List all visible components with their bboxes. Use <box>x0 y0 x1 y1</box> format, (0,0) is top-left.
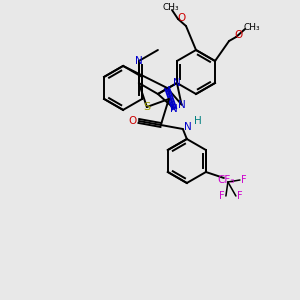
Text: CF₃: CF₃ <box>217 175 235 185</box>
Text: CH₃: CH₃ <box>163 2 179 11</box>
Text: F: F <box>237 191 243 201</box>
Text: N: N <box>178 100 185 110</box>
Text: O: O <box>234 30 242 40</box>
Text: N: N <box>170 104 178 114</box>
Text: S: S <box>143 102 150 112</box>
Text: N: N <box>173 78 181 88</box>
Text: F: F <box>241 175 247 185</box>
Text: N: N <box>135 56 143 66</box>
Text: O: O <box>177 13 185 23</box>
Text: F: F <box>219 191 225 201</box>
Text: H: H <box>194 116 202 126</box>
Text: O: O <box>129 116 137 126</box>
Text: N: N <box>184 122 192 132</box>
Text: CH₃: CH₃ <box>244 22 260 32</box>
